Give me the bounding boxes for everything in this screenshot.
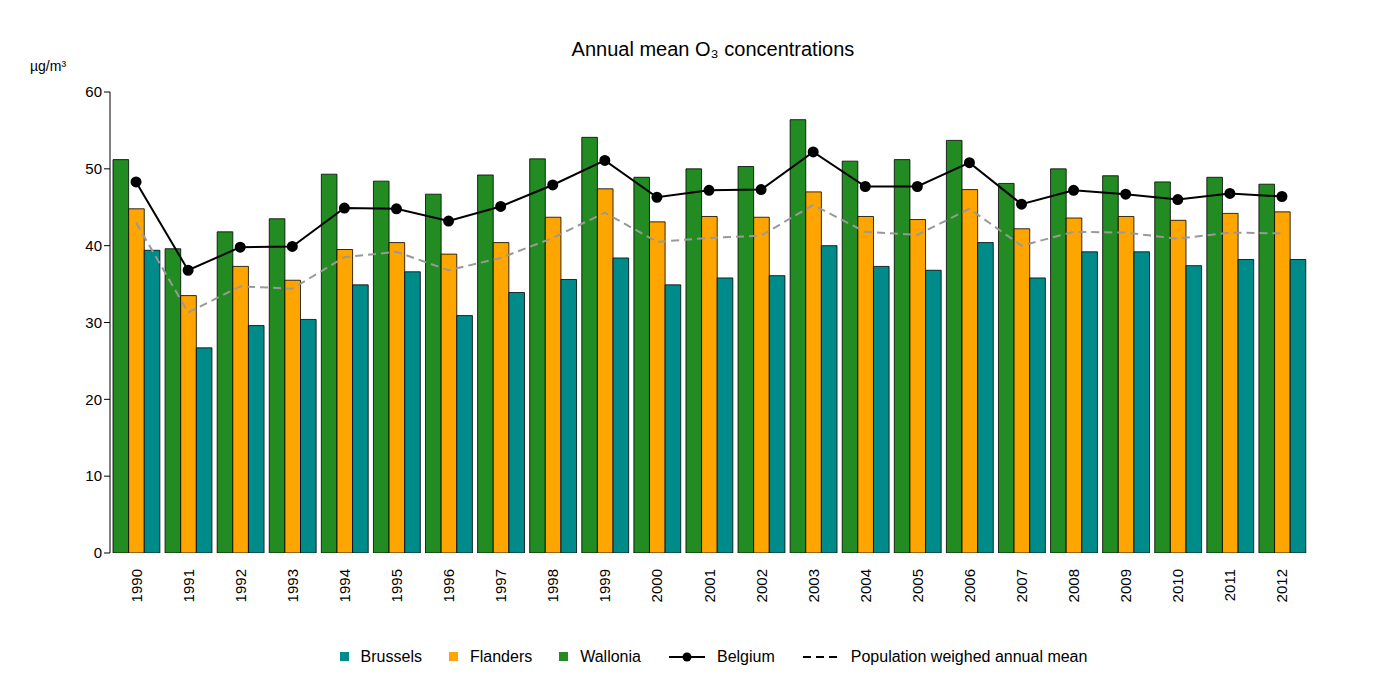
html-text:Flanders: Flanders <box>470 648 533 665</box>
svg-text:2000: 2000 <box>648 569 665 602</box>
svg-text:2012: 2012 <box>1273 569 1290 602</box>
svg-text:50: 50 <box>85 160 102 177</box>
svg-text:2001: 2001 <box>701 569 718 602</box>
svg-text:1992: 1992 <box>232 569 249 602</box>
svg-text:40: 40 <box>85 237 102 254</box>
html-text:µg/m³: µg/m³ <box>30 58 67 74</box>
svg-text:1990: 1990 <box>128 569 145 602</box>
svg-text:1999: 1999 <box>596 569 613 602</box>
svg-text:1994: 1994 <box>336 569 353 602</box>
svg-text:2002: 2002 <box>753 569 770 602</box>
svg-text:20: 20 <box>85 391 102 408</box>
svg-text:1997: 1997 <box>492 569 509 602</box>
svg-text:2003: 2003 <box>805 569 822 602</box>
svg-text:1991: 1991 <box>180 569 197 602</box>
svg-text:2008: 2008 <box>1065 569 1082 602</box>
svg-text:2005: 2005 <box>909 569 926 602</box>
svg-text:2011: 2011 <box>1221 569 1238 601</box>
svg-text:0: 0 <box>94 544 102 561</box>
html-text:Annual mean O₃ concentrations: Annual mean O₃ concentrations <box>571 38 855 60</box>
svg-text:2009: 2009 <box>1117 569 1134 602</box>
html-text:Population weighed annual mean: Population weighed annual mean <box>850 648 1088 665</box>
svg-text:1996: 1996 <box>440 569 457 602</box>
svg-text:2004: 2004 <box>857 569 874 602</box>
svg-text:10: 10 <box>85 467 102 484</box>
svg-text:1995: 1995 <box>388 569 405 602</box>
svg-text:2010: 2010 <box>1169 569 1186 602</box>
html-text:Brussels: Brussels <box>360 648 422 665</box>
html-text:Wallonia: Wallonia <box>580 648 641 665</box>
svg-text:1998: 1998 <box>544 569 561 602</box>
svg-text:60: 60 <box>85 83 102 100</box>
svg-text:2006: 2006 <box>961 569 978 602</box>
svg-text:1993: 1993 <box>284 569 301 602</box>
svg-text:2007: 2007 <box>1013 569 1030 602</box>
html-text:Belgium: Belgium <box>717 648 775 665</box>
svg-text:30: 30 <box>85 314 102 331</box>
